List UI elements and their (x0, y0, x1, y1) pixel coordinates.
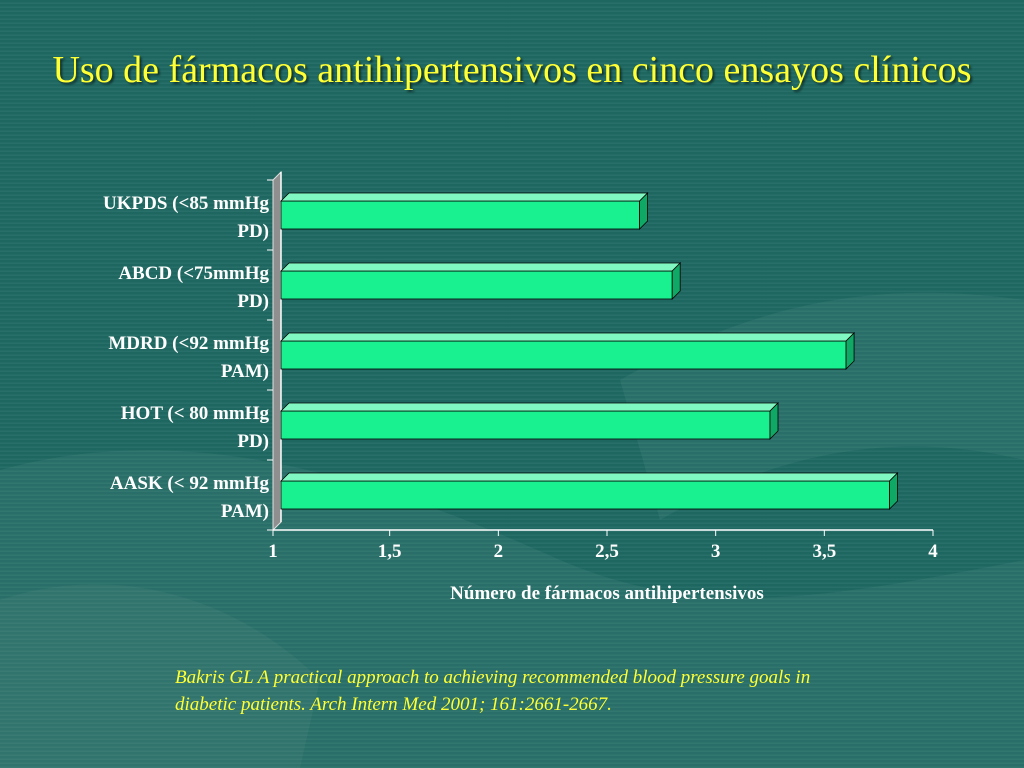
category-label-line: AASK (< 92 mmHg (110, 473, 270, 494)
category-label-line: PAM) (221, 501, 269, 522)
x-tick-label: 1 (268, 541, 278, 562)
bar (280, 262, 682, 300)
bar-top (280, 332, 856, 342)
citation-line-2: diabetic patients. Arch Intern Med 2001;… (175, 694, 612, 715)
category-label: MDRD (<92 mmHg PAM) (108, 333, 269, 382)
bar-top (280, 262, 682, 272)
slide-title: Uso de fármacos antihipertensivos en cin… (52, 49, 972, 91)
category-label-line: UKPDS (<85 mmHg (103, 193, 269, 214)
chart-bars (280, 192, 899, 510)
x-tick-label: 4 (928, 541, 938, 562)
bar-front (280, 410, 771, 440)
y-axis-wall (272, 170, 282, 532)
bar-side (769, 402, 779, 440)
category-label-line: PD) (237, 291, 269, 312)
bar-side (639, 192, 648, 230)
x-tick-label: 3 (711, 541, 721, 562)
category-label: AASK (< 92 mmHg PAM) (110, 473, 270, 522)
category-label: HOT (< 80 mmHg PD) (121, 403, 270, 452)
category-label-line: ABCD (<75mmHg (118, 263, 269, 284)
bar-top (280, 402, 779, 412)
chart-axes (267, 170, 934, 536)
x-tick-label: 2,5 (595, 541, 619, 562)
bar (280, 402, 779, 440)
x-axis-title: Número de fármacos antihipertensivos (450, 583, 764, 604)
bar-side (889, 472, 898, 510)
bar-front (280, 480, 890, 510)
bar (280, 332, 856, 370)
x-tick-label: 3,5 (812, 541, 836, 562)
x-tick-label: 2 (494, 541, 504, 562)
bar (280, 472, 899, 510)
bar-front (280, 340, 847, 370)
bar-side (845, 332, 855, 370)
category-label-line: PD) (237, 431, 269, 452)
category-label-line: HOT (< 80 mmHg (121, 403, 270, 424)
bar-top (280, 472, 899, 482)
category-label-line: PAM) (221, 361, 269, 382)
category-label-line: MDRD (<92 mmHg (108, 333, 269, 354)
bar-front (280, 200, 641, 230)
bar-top (280, 192, 649, 202)
x-tick-label: 1,5 (378, 541, 402, 562)
category-label: UKPDS (<85 mmHg PD) (103, 193, 269, 242)
citation-line-1: Bakris GL A practical approach to achiev… (175, 667, 811, 688)
bar-side (671, 262, 681, 300)
bar-front (280, 270, 673, 300)
category-label: ABCD (<75mmHg PD) (118, 263, 269, 312)
category-label-line: PD) (237, 221, 269, 242)
bar (280, 192, 649, 230)
citation: Bakris GL A practical approach to achiev… (175, 664, 975, 718)
